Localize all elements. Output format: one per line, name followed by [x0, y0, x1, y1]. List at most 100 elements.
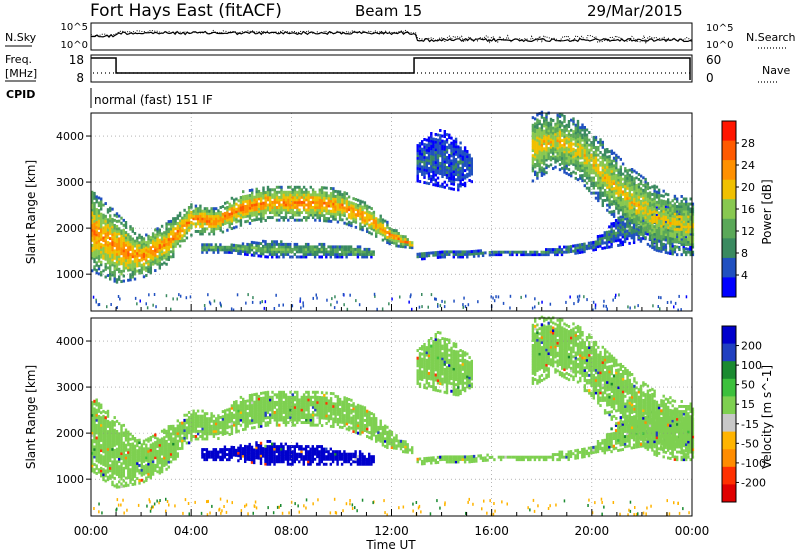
power-cell [538, 112, 541, 116]
power-cell [250, 240, 254, 244]
power-cell [676, 205, 679, 209]
power-cell [201, 227, 204, 231]
power-cell [156, 250, 159, 254]
power-cell [583, 143, 586, 147]
power-cell [434, 140, 437, 144]
power-cell [448, 179, 451, 183]
power-cell [122, 279, 125, 283]
power-cell [338, 200, 342, 204]
power-cell [651, 185, 654, 189]
power-cell [538, 253, 541, 257]
power-cell [606, 186, 609, 189]
power-cell [239, 244, 242, 248]
power-cell [421, 252, 424, 256]
power-cell [630, 185, 634, 189]
power-cell [520, 253, 523, 257]
power-cell [667, 236, 670, 240]
velocity-cell [109, 428, 112, 432]
power-cell [370, 217, 373, 221]
power-cell [490, 295, 492, 299]
power-cell [118, 255, 121, 259]
power-cell [418, 152, 422, 156]
power-cell [630, 221, 634, 225]
power-cell [574, 151, 577, 155]
power-cell [468, 156, 471, 160]
power-cell [115, 268, 119, 272]
power-cell [115, 245, 119, 249]
power-cell [549, 128, 553, 131]
power-cell [558, 158, 562, 162]
power-cell [552, 154, 555, 158]
velocity-cell [97, 453, 101, 456]
power-cell [129, 255, 132, 259]
power-colorbar-tick-label: 16 [741, 203, 755, 216]
power-cell [432, 170, 435, 174]
power-cell [145, 269, 148, 272]
power-cell [558, 122, 562, 126]
power-cell [558, 125, 562, 129]
power-cell [235, 225, 238, 229]
power-cell [662, 227, 665, 231]
power-cell [628, 181, 631, 185]
velocity-cell [97, 432, 101, 436]
power-cell [596, 237, 600, 241]
power-cell [653, 235, 656, 239]
power-cell [637, 198, 641, 202]
power-cell [178, 239, 182, 243]
noise-left-tick-low: 10^0 [61, 40, 88, 51]
power-cell [587, 244, 591, 248]
power-cell [185, 213, 189, 217]
power-cell [271, 193, 274, 197]
power-cell [439, 255, 442, 259]
power-cell [597, 176, 600, 180]
velocity-cell [115, 452, 119, 456]
power-cell [630, 226, 633, 230]
power-cell [628, 183, 631, 187]
power-cell [443, 170, 446, 174]
power-cell [606, 196, 609, 200]
power-cell [590, 158, 593, 162]
velocity-cell [104, 433, 107, 437]
velocity-cell [102, 427, 105, 431]
power-cell [253, 241, 256, 245]
power-cell [278, 213, 281, 217]
power-cell [644, 208, 647, 212]
power-cell [430, 167, 433, 171]
power-cell [368, 223, 371, 227]
power-cell [336, 192, 340, 196]
velocity-cell [115, 430, 119, 433]
power-cell [233, 208, 236, 212]
power-cell [169, 250, 173, 254]
power-cell [113, 244, 116, 248]
power-cell [233, 201, 236, 204]
power-cell [147, 270, 150, 274]
power-cell [628, 229, 631, 233]
power-cell [208, 232, 211, 236]
power-cell [617, 191, 620, 195]
power-cell [619, 218, 622, 222]
power-cell [118, 240, 121, 243]
power-cell [260, 192, 263, 195]
power-cell [379, 219, 382, 223]
power-cell [541, 300, 543, 304]
power-cell [386, 238, 389, 242]
power-cell [356, 203, 360, 207]
power-cell [332, 212, 335, 216]
power-cell [160, 224, 164, 228]
power-cell [538, 165, 541, 169]
power-cell [648, 216, 652, 220]
power-cell [626, 179, 629, 183]
power-cell [275, 242, 278, 246]
power-cell [316, 211, 319, 215]
power-cell [563, 125, 566, 129]
power-cell [427, 139, 431, 143]
power-cell [388, 229, 391, 233]
power-cell [543, 122, 546, 125]
power-cell [140, 243, 143, 247]
power-cell [452, 253, 455, 256]
power-cell [574, 251, 577, 255]
velocity-cell [118, 432, 121, 436]
power-cell [334, 247, 337, 251]
power-cell [569, 247, 573, 251]
power-cell [350, 216, 353, 220]
